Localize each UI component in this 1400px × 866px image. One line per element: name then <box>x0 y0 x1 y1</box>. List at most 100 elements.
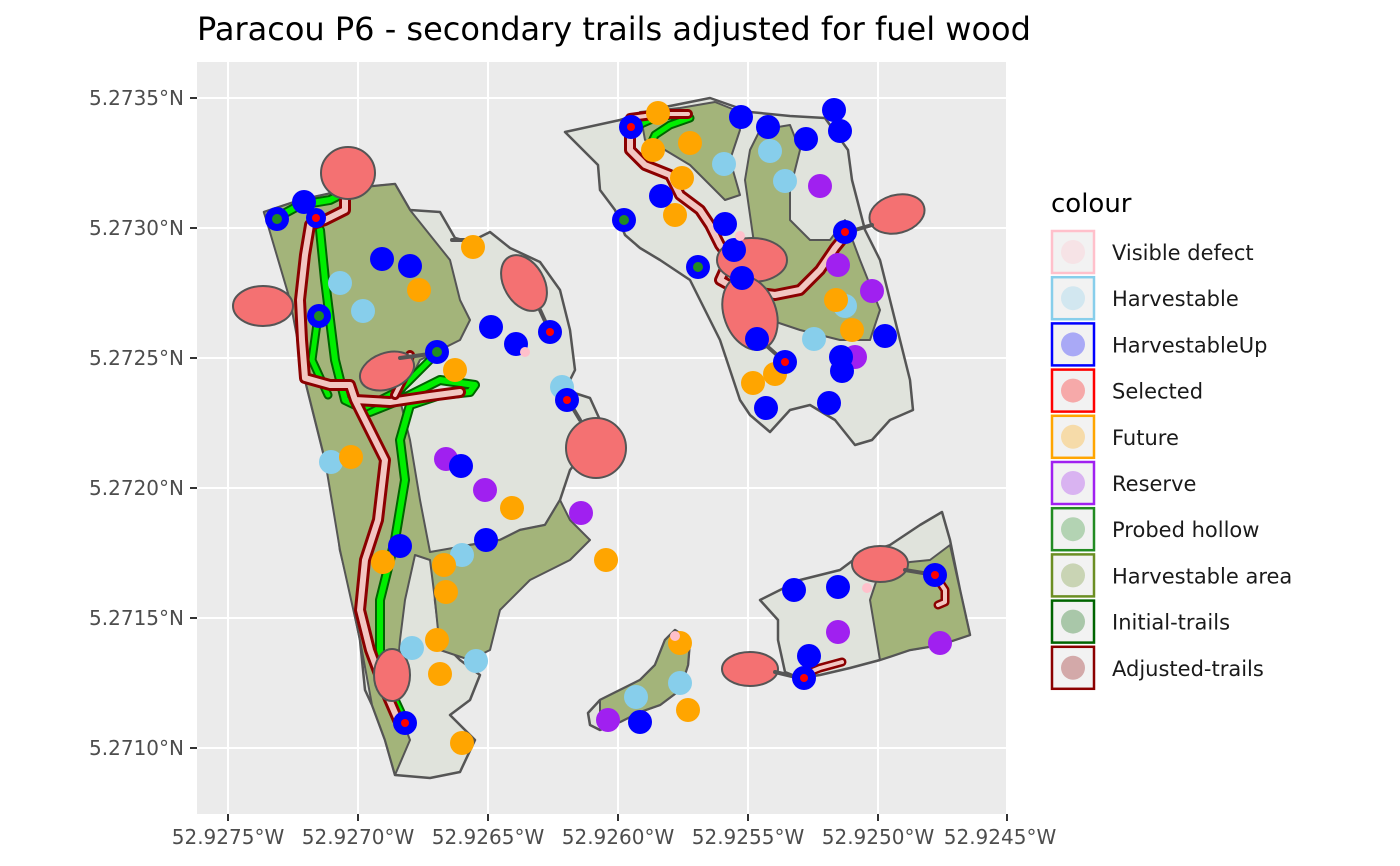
tree-point <box>797 644 821 668</box>
legend-label: Probed hollow <box>1112 518 1259 542</box>
tree-point <box>729 105 753 129</box>
tree-point <box>432 553 456 577</box>
trees-visible-defect <box>520 231 872 641</box>
tree-point <box>860 279 884 303</box>
tree-point <box>802 327 826 351</box>
tree-point <box>428 662 452 686</box>
tree-point <box>862 583 872 593</box>
legend-swatch <box>1061 655 1085 680</box>
tree-point <box>773 169 797 193</box>
felling-zone <box>358 350 416 392</box>
legend-item: Probed hollow <box>1050 506 1259 552</box>
legend-key <box>1050 460 1096 506</box>
tree-point <box>370 247 394 271</box>
tree-point <box>745 327 769 351</box>
tree-point <box>624 685 648 709</box>
tree-point <box>474 528 498 552</box>
tree-point <box>449 454 473 478</box>
legend-item: Harvestable <box>1050 275 1239 321</box>
tree-point <box>628 710 652 734</box>
trees-selected <box>265 115 947 735</box>
tree-point <box>758 139 782 163</box>
tree-point <box>388 534 412 558</box>
harvestable-west <box>263 183 591 776</box>
tree-point <box>569 501 593 525</box>
tree-point <box>828 119 852 143</box>
tree-point <box>351 299 375 323</box>
tree-point <box>741 371 765 395</box>
felling-zone <box>868 193 926 235</box>
y-tick-label: 5.2710°N <box>89 736 184 760</box>
legend-item: Harvestable area <box>1050 553 1292 598</box>
tree-point <box>670 166 694 190</box>
x-tick-label: 52.9260°W <box>562 825 675 849</box>
legend-item: Adjusted-trails <box>1050 645 1264 691</box>
legend-key <box>1050 506 1096 552</box>
tree-point <box>520 347 530 357</box>
tree-point <box>754 396 778 420</box>
tree-point <box>712 152 736 176</box>
legend-label: Reserve <box>1112 472 1196 496</box>
legend-item: Initial-trails <box>1050 599 1230 644</box>
tree-point <box>479 315 503 339</box>
tree-point <box>425 628 449 652</box>
felling-zones <box>232 146 926 702</box>
tree-point <box>722 238 746 262</box>
y-tick-label: 5.2730°N <box>89 216 184 240</box>
tree-point <box>407 278 431 302</box>
tree-point <box>464 649 488 673</box>
tree-point <box>670 631 680 641</box>
legend-key <box>1050 322 1096 367</box>
tree-point <box>794 127 818 151</box>
tree-point <box>735 231 745 241</box>
tree-point <box>641 138 665 162</box>
legend-key <box>1050 553 1096 598</box>
y-axis-labels: 5.2735°N 5.2730°N 5.2725°N 5.2720°N 5.27… <box>89 86 184 760</box>
tree-point <box>461 235 485 259</box>
legend-swatch <box>1061 240 1085 264</box>
legend-key <box>1050 275 1096 321</box>
felling-zone <box>232 285 294 327</box>
legend-key <box>1050 229 1096 275</box>
tree-point <box>450 731 474 755</box>
tree-point <box>822 98 846 122</box>
harvestable-south-center <box>599 629 691 731</box>
legend-label: Adjusted-trails <box>1112 657 1264 681</box>
legend-swatch <box>1061 471 1085 495</box>
legend-swatch <box>1061 332 1085 357</box>
tree-point <box>400 636 424 660</box>
tree-point <box>808 174 832 198</box>
legend-title: colour <box>1051 189 1132 219</box>
tree-point <box>713 212 737 236</box>
tree-point <box>292 190 316 214</box>
tree-point <box>826 575 850 599</box>
felling-zone <box>721 651 779 687</box>
legend-swatch <box>1061 286 1085 311</box>
tree-point <box>434 580 458 604</box>
legend-swatch <box>1061 424 1085 449</box>
felling-zone <box>851 545 909 583</box>
y-tick-label: 5.2735°N <box>89 86 184 110</box>
tree-point <box>756 115 780 139</box>
legend-swatch <box>1061 378 1085 403</box>
tree-point <box>676 698 700 722</box>
legend-key <box>1050 414 1096 460</box>
felling-zone <box>320 146 376 200</box>
legend-swatch <box>1061 517 1085 542</box>
tree-point <box>730 266 754 290</box>
tree-point <box>646 101 670 125</box>
tree-point <box>928 631 952 655</box>
y-tick-label: 5.2725°N <box>89 346 184 370</box>
felling-zone <box>373 648 411 702</box>
legend-swatch <box>1061 609 1085 634</box>
x-tick-label: 52.9270°W <box>302 825 415 849</box>
axis-ticks <box>190 97 1008 821</box>
legend-item: Selected <box>1050 368 1203 413</box>
tree-point <box>594 548 618 572</box>
tree-point <box>473 478 497 502</box>
y-tick-label: 5.2720°N <box>89 476 184 500</box>
tree-point <box>824 288 848 312</box>
tree-point <box>817 391 841 415</box>
trees-harvestable <box>319 139 857 709</box>
